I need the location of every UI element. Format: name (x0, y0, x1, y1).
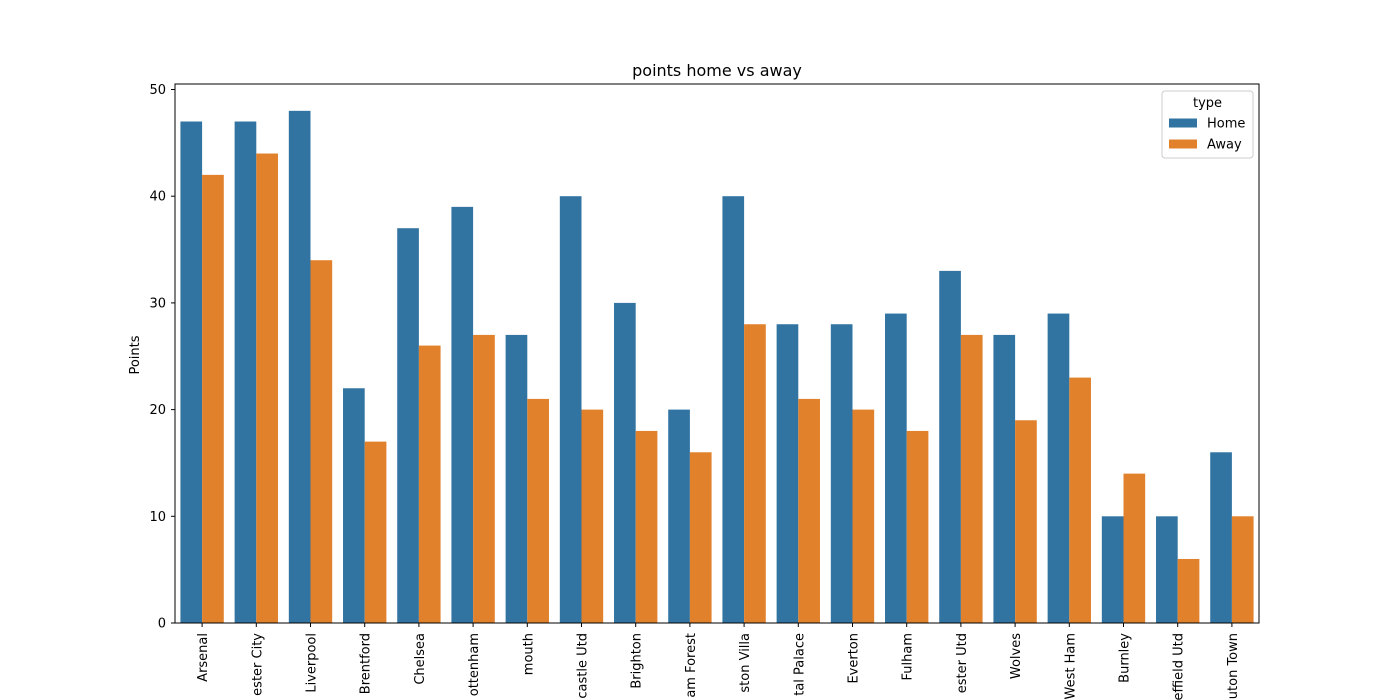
bar-home-1 (234, 121, 257, 623)
x-tick-label: tal Palace (792, 633, 807, 696)
x-tick-label: Brighton (630, 633, 645, 689)
y-tick-label: 20 (149, 403, 166, 418)
x-tick-label: Brentford (359, 633, 374, 694)
y-ticks-group: 0 10 20 30 40 50 (149, 83, 175, 632)
x-tick-label: mouth (521, 633, 536, 675)
x-tick-label: ston Villa (738, 633, 753, 693)
legend-label-home: Home (1207, 117, 1245, 132)
bar-away-5 (473, 334, 495, 623)
y-axis-label: Points (128, 335, 143, 374)
x-tick-label: Fulham (901, 633, 916, 681)
bar-home-10 (722, 196, 745, 623)
legend-title: type (1193, 96, 1222, 111)
bar-home-19 (1210, 452, 1232, 623)
y-tick-label: 30 (149, 296, 166, 311)
bar-home-6 (505, 334, 528, 623)
x-tick-label: Wolves (1009, 633, 1024, 679)
x-ticks-group: Arsenal ester City Liverpool Brentford Chels… (196, 623, 1241, 700)
bar-home-5 (451, 206, 474, 623)
bar-away-14 (960, 334, 983, 623)
legend-swatch-away (1169, 139, 1197, 149)
bar-away-8 (635, 430, 658, 623)
bar-away-9 (689, 452, 712, 623)
bar-away-16 (1069, 377, 1091, 623)
bar-home-2 (288, 110, 311, 624)
bars-group (180, 110, 1254, 624)
bar-away-1 (256, 153, 278, 623)
legend-label-away: Away (1207, 138, 1242, 153)
x-tick-label: ester City (250, 633, 265, 696)
y-tick-label: 50 (149, 83, 166, 98)
x-tick-label: Chelsea (413, 633, 428, 685)
bar-away-0 (202, 174, 224, 624)
bar-home-13 (885, 313, 907, 623)
bar-home-16 (1047, 313, 1070, 623)
legend: type Home Away (1161, 90, 1254, 159)
bar-away-18 (1177, 558, 1200, 623)
x-tick-label: uton Town (1226, 633, 1241, 699)
bar-home-9 (668, 409, 690, 623)
bar-home-17 (1101, 516, 1124, 623)
x-tick-label: Everton (847, 633, 862, 684)
y-tick-label: 40 (149, 190, 166, 205)
x-tick-label: castle Utd (576, 633, 591, 699)
legend-swatch-home (1169, 118, 1197, 128)
bar-home-12 (830, 324, 853, 623)
x-tick-label: am Forest (684, 633, 699, 698)
bar-away-17 (1123, 473, 1146, 623)
bar-home-15 (993, 334, 1016, 623)
x-tick-label: ester Utd (955, 633, 970, 693)
bar-home-14 (939, 270, 961, 623)
bar-away-12 (852, 409, 875, 623)
bar-away-4 (418, 345, 441, 623)
x-tick-label: Arsenal (196, 633, 211, 682)
bar-away-11 (798, 398, 820, 623)
bar-home-7 (559, 196, 582, 623)
bar-away-7 (581, 409, 604, 623)
bar-away-10 (744, 324, 766, 623)
bar-away-6 (527, 398, 549, 623)
bar-home-4 (397, 228, 419, 623)
bar-away-19 (1231, 516, 1254, 623)
bar-away-2 (310, 260, 333, 623)
bar-home-18 (1156, 516, 1178, 623)
bar-home-8 (614, 302, 636, 623)
x-tick-label: Liverpool (305, 633, 320, 693)
bar-home-11 (776, 324, 799, 623)
plot-frame (174, 83, 1260, 624)
y-tick-label: 0 (158, 617, 166, 632)
x-tick-label: effield Utd (1172, 633, 1187, 700)
y-tick-label: 10 (149, 510, 166, 525)
bar-away-15 (1015, 420, 1037, 623)
x-tick-label: ottenham (467, 633, 482, 696)
chart-title: points home vs away (632, 61, 802, 80)
bar-away-3 (364, 441, 387, 623)
bar-home-3 (343, 388, 365, 623)
x-tick-label: Burnley (1118, 633, 1133, 683)
bar-away-13 (906, 430, 929, 623)
bar-home-0 (180, 121, 203, 623)
x-tick-label: West Ham (1063, 633, 1078, 700)
